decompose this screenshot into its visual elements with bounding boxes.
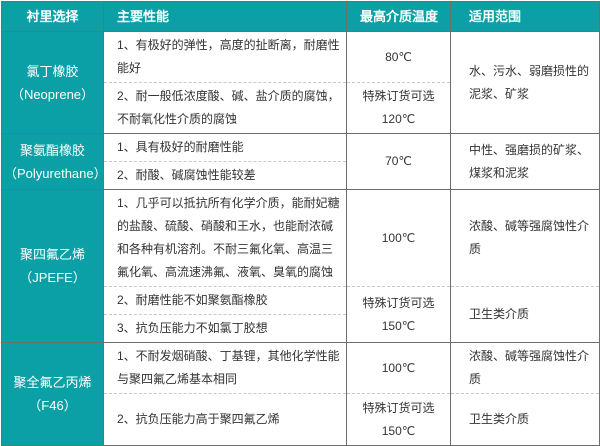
performance-cell: 2、耐一般低浓度酸、碱、盐介质的腐蚀， 不耐氧化性介质的腐蚀 — [103, 82, 347, 134]
header-cell-performance: 主要性能 — [103, 1, 347, 32]
temperature-cell: 100℃ — [346, 342, 451, 394]
table-row: 氯丁橡胶 （Neoprene） 1、有极好的弹性，高度的扯断离，耐磨性 能好 8… — [1, 31, 600, 134]
performance-cell: 2、耐酸、碱腐蚀性能较差 — [103, 161, 347, 190]
temperature-cell: 特殊订货可选 150℃ — [346, 286, 451, 343]
temperature-cell: 100℃ — [346, 189, 451, 287]
temperature-cell: 特殊订货可选 150℃ — [346, 393, 451, 446]
header-cell-applications: 适用范围 — [450, 1, 600, 32]
material-cell-neoprene: 氯丁橡胶 （Neoprene） — [1, 31, 104, 134]
temperature-cell: 特殊订货可选 120℃ — [346, 82, 451, 134]
table-row: 2、耐磨性能不如聚氨酯橡胶 特殊订货可选 150℃ 卫生类介质 — [2, 286, 600, 343]
performance-cell: 1、几乎可以抵抗所有化学介质，能耐妃糖 的盐酸、硫酸、硝酸和王水，也能耐浓碱 和… — [103, 189, 347, 287]
material-cell-f46: 聚全氟乙丙烯 （F46） — [1, 342, 104, 446]
application-cell: 水、污水、弱磨损性的 泥浆、矿浆 — [450, 31, 600, 134]
application-cell: 浓酸、碱等强腐蚀性介 质 — [450, 342, 600, 394]
table-row: 2、耐一般低浓度酸、碱、盐介质的腐蚀， 不耐氧化性介质的腐蚀 特殊订货可选 12… — [2, 82, 600, 134]
header-row: 衬里选择 主要性能 最高介质温度 适用范围 — [1, 1, 600, 32]
material-cell-polyurethane: 聚氨酯橡胶 （Polyurethane） — [1, 133, 104, 190]
table-row: 聚四氟乙烯 （JPEFE） 1、几乎可以抵抗所有化学介质，能耐妃糖 的盐酸、硫酸… — [1, 189, 600, 343]
application-cell: 中性、强磨损的矿浆、 煤浆和泥浆 — [450, 133, 600, 190]
application-cell: 卫生类介质 — [450, 286, 600, 343]
performance-cell: 2、抗负压能力高于聚四氟乙烯 — [103, 393, 347, 446]
performance-cell: 3、抗负压能力不如氯丁胶想 — [103, 314, 347, 343]
temperature-cell: 70℃ — [346, 133, 451, 190]
header-cell-lining: 衬里选择 — [1, 1, 104, 32]
table-row: 聚全氟乙丙烯 （F46） 1、不耐发烟硝酸、丁基锂，其他化学性能 与聚四氟乙烯基… — [1, 342, 600, 446]
table-row: 2、耐酸、碱腐蚀性能较差 — [2, 161, 600, 190]
performance-cell: 1、有极好的弹性，高度的扯断离，耐磨性 能好 — [103, 31, 347, 83]
table-row: 聚氨酯橡胶 （Polyurethane） 1、具有极好的耐磨性能 70℃ 中性、… — [1, 133, 600, 190]
header-cell-max-temp: 最高介质温度 — [346, 1, 451, 32]
temperature-cell: 80℃ — [346, 31, 451, 83]
performance-cell: 1、具有极好的耐磨性能 — [103, 133, 347, 162]
table-row: 3、抗负压能力不如氯丁胶想 — [2, 314, 600, 343]
material-cell-ptfe: 聚四氟乙烯 （JPEFE） — [1, 189, 104, 343]
performance-cell: 2、耐磨性能不如聚氨酯橡胶 — [103, 286, 347, 315]
application-cell: 浓酸、碱等强腐蚀性介 质 — [450, 189, 600, 287]
application-cell: 卫生类介质 — [450, 393, 600, 446]
performance-cell: 1、不耐发烟硝酸、丁基锂，其他化学性能 与聚四氟乙烯基本相同 — [103, 342, 347, 394]
